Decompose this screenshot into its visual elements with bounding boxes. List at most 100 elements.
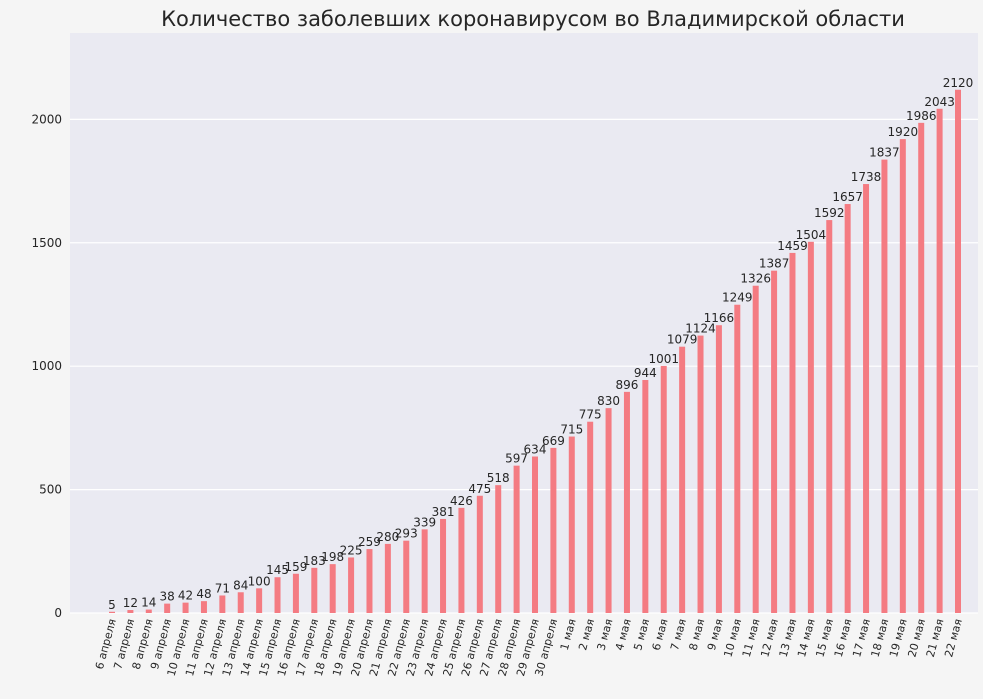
data-label: 830 (597, 394, 620, 408)
data-label: 2043 (924, 95, 955, 109)
data-labels-group: 5 12 14 38 42 48 71 84 1001451591831982252592802… (108, 76, 973, 612)
data-label: 84 (233, 578, 248, 592)
data-label: 71 (215, 581, 230, 595)
bar (458, 507, 465, 613)
bar (145, 609, 152, 613)
data-label: 100 (248, 574, 271, 588)
data-label: 1326 (740, 272, 771, 286)
bar (605, 408, 612, 613)
x-tick-label: 4 мая (613, 617, 634, 651)
data-label: 1504 (796, 228, 827, 242)
bar (329, 564, 336, 613)
data-label: 1986 (906, 109, 937, 123)
x-tick-label: 5 мая (631, 617, 652, 651)
bar (348, 557, 355, 613)
bar (955, 89, 961, 613)
bar (200, 601, 207, 613)
y-axis: 0 500 1000 1500 2000 (31, 112, 62, 620)
bar (384, 543, 391, 613)
data-label: 5 (108, 598, 116, 612)
y-tick-label: 1500 (31, 236, 62, 250)
data-label: 475 (468, 482, 491, 496)
bar (292, 573, 299, 613)
bar (734, 304, 741, 613)
plot-area (70, 33, 978, 613)
bar (623, 391, 630, 613)
y-tick-label: 1000 (31, 359, 62, 373)
data-label: 1837 (869, 146, 900, 160)
y-tick-label: 2000 (31, 112, 62, 126)
x-tick-label: 9 мая (705, 617, 726, 651)
bar (789, 252, 796, 614)
data-label: 1592 (814, 206, 845, 220)
data-label: 896 (616, 378, 639, 392)
data-label: 38 (160, 590, 175, 604)
bar (660, 365, 667, 613)
data-label: 2120 (943, 76, 974, 90)
bar (256, 588, 263, 613)
x-tick-label: 1 мая (558, 617, 579, 651)
data-label: 1249 (722, 291, 753, 305)
bar (403, 540, 410, 613)
bar (899, 139, 906, 613)
data-label: 339 (413, 515, 436, 529)
data-label: 1738 (851, 170, 882, 184)
data-label: 183 (303, 554, 326, 568)
data-label: 634 (524, 443, 547, 457)
bar (109, 611, 115, 613)
data-label: 1920 (888, 125, 919, 139)
bar (274, 577, 281, 613)
x-tick-label: 8 мая (687, 617, 708, 651)
bar (164, 603, 171, 613)
bar (715, 325, 722, 613)
bar (532, 456, 538, 613)
data-label: 775 (579, 408, 602, 422)
data-label: 426 (450, 494, 473, 508)
bar (495, 485, 502, 613)
data-label: 944 (634, 366, 657, 380)
data-label: 669 (542, 434, 565, 448)
bar (936, 108, 943, 614)
bar (440, 518, 447, 613)
bar (219, 595, 226, 613)
data-label: 1001 (648, 352, 679, 366)
data-label: 48 (196, 587, 211, 601)
data-label: 518 (487, 471, 510, 485)
bar (182, 602, 189, 613)
x-tick-label: 2 мая (576, 617, 597, 651)
bar (127, 610, 134, 613)
bar (311, 567, 318, 613)
bar (918, 122, 925, 614)
data-label: 12 (123, 596, 138, 610)
bar (366, 549, 373, 613)
bar (421, 529, 428, 613)
data-label: 42 (178, 589, 193, 603)
bar (679, 346, 686, 613)
data-label: 225 (340, 543, 363, 557)
data-label: 1079 (667, 333, 698, 347)
y-tick-label: 0 (54, 606, 62, 620)
bar (826, 220, 833, 613)
data-label: 259 (358, 535, 381, 549)
data-label: 715 (560, 423, 583, 437)
data-label: 159 (284, 560, 307, 574)
bar (476, 495, 483, 613)
chart-title: Количество заболевших коронавирусом во В… (161, 7, 905, 31)
y-tick-label: 500 (39, 483, 62, 497)
bar (844, 204, 851, 613)
data-label: 597 (505, 452, 528, 466)
bar (642, 380, 649, 613)
bar (771, 270, 778, 613)
data-label: 1166 (704, 311, 735, 325)
data-label: 293 (395, 527, 418, 541)
bar (550, 447, 557, 613)
bar (752, 285, 759, 613)
data-label: 145 (266, 563, 289, 577)
bars-group (109, 89, 961, 614)
data-label: 1657 (832, 190, 863, 204)
x-tick-label: 3 мая (595, 617, 616, 651)
bar (807, 241, 814, 614)
